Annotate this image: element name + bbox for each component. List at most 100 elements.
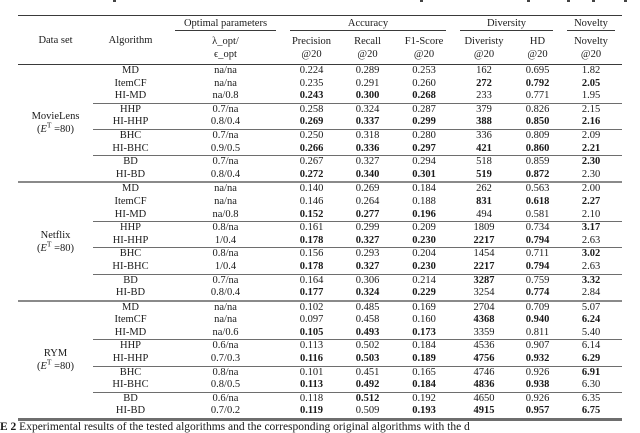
cell-f1-score: 0.188 — [412, 195, 436, 207]
table-row: ItemCF na/na 0.097 0.458 0.160 4368 0.940 6.24 — [18, 314, 622, 327]
cell-precision: 0.116 — [299, 353, 324, 365]
cell-recall: 0.337 — [355, 116, 380, 128]
cell-algorithm: HHP — [93, 221, 168, 235]
cell-recall: 0.502 — [340, 339, 395, 354]
cell-novelty: 5.07 — [560, 299, 623, 315]
cell-novelty: 6.91 — [560, 365, 623, 380]
cell-precision: 0.250 — [283, 128, 340, 143]
cell-f1-score: 0.294 — [395, 155, 453, 169]
cell-params: 1/0.4 — [214, 260, 237, 272]
cell-hd: 0.957 — [525, 405, 550, 417]
cell-params: 0.8/na — [168, 221, 283, 235]
table-row: BD 0.6/na 0.118 0.512 0.192 4650 0.926 6.35 — [18, 391, 623, 406]
cell-recall: 0.277 — [355, 208, 380, 220]
cell-novelty: 3.32 — [560, 273, 623, 288]
table-row: ItemCF na/na 0.146 0.264 0.188 831 0.618 2.27 — [18, 196, 622, 209]
cell-precision: 0.272 — [299, 168, 324, 180]
cell-diversity: 2217 — [473, 234, 495, 246]
cell-hd: 0.811 — [525, 326, 550, 338]
cell-recall: 0.327 — [355, 260, 380, 272]
cell-f1-score: 0.253 — [412, 65, 436, 76]
cell-diversity: 1809 — [453, 221, 515, 235]
cell-f1-score: 0.184 — [395, 339, 453, 354]
dataset-condition: (ET =80) — [36, 120, 75, 136]
cell-params: na/na — [168, 181, 283, 196]
cell-recall: 0.300 — [355, 90, 380, 102]
cell-precision: 0.097 — [299, 314, 324, 326]
cell-novelty: 2.84 — [581, 287, 601, 299]
cell-hd: 0.734 — [515, 221, 561, 235]
cell-recall: 0.493 — [355, 326, 380, 338]
table-row: BHC 0.7/na 0.250 0.318 0.280 336 0.809 2.09 — [18, 128, 623, 143]
cell-novelty: 2.15 — [560, 102, 623, 117]
table-row: MovieLens (ET =80) MD na/na 0.224 0.289 0.253 1… — [18, 65, 622, 135]
dataset-section-movielens: MovieLens (ET =80) MD na/na 0.224 0.289 0.253 1… — [18, 65, 623, 183]
cell-hd: 0.850 — [525, 116, 550, 128]
cell-precision: 0.224 — [299, 65, 324, 76]
cell-f1-score: 0.260 — [412, 77, 436, 89]
cell-algorithm: HI-BD — [115, 405, 146, 417]
cell-f1-score: 0.160 — [412, 314, 436, 326]
cell-hd: 0.709 — [515, 299, 561, 315]
cell-recall: 0.503 — [355, 353, 380, 365]
group-header-accuracy: Accuracy — [283, 16, 453, 34]
cell-recall: 0.340 — [355, 168, 380, 180]
cell-novelty: 2.09 — [560, 128, 623, 143]
cell-diversity: 4368 — [473, 314, 495, 326]
cell-params: 0.8/0.4 — [210, 287, 241, 299]
cell-diversity: 388 — [476, 116, 492, 128]
cell-novelty: 6.75 — [581, 405, 601, 417]
cell-algorithm: HI-HHP — [112, 353, 149, 365]
group-header-optimal-parameters: Optimal parameters — [168, 16, 283, 34]
table-row: HI-HHP 0.7/0.3 0.116 0.503 0.189 4756 0.932 6.2… — [18, 353, 622, 366]
col-header-hd: HD @20 — [515, 33, 561, 65]
table-row: HI-BD 0.7/0.2 0.119 0.509 0.193 4915 0.957 6.75 — [18, 405, 622, 419]
cell-precision: 0.152 — [299, 208, 324, 220]
cell-hd: 0.695 — [525, 65, 550, 76]
cell-algorithm: HI-BHC — [112, 142, 149, 154]
cell-hd: 0.926 — [515, 391, 561, 406]
cell-precision: 0.140 — [283, 181, 340, 196]
cell-params: na/0.6 — [212, 326, 239, 338]
table-row: Netflix (ET =80) MD na/na 0.140 0.269 0.184 262… — [18, 181, 623, 301]
cell-novelty: 2.30 — [581, 168, 601, 180]
cell-recall: 0.306 — [340, 273, 395, 288]
cell-recall: 0.289 — [355, 65, 380, 76]
cell-diversity: 4836 — [473, 379, 495, 391]
table-row: HI-MD na/0.8 0.243 0.300 0.268 233 0.771 1.95 — [18, 90, 622, 103]
cell-recall: 0.512 — [340, 391, 395, 406]
cell-algorithm: BD — [93, 155, 168, 169]
cell-algorithm: HI-BHC — [112, 260, 149, 272]
cell-f1-score: 0.230 — [412, 234, 436, 246]
dataset-section-netflix: Netflix (ET =80) MD na/na 0.140 0.269 0.184 262… — [18, 181, 623, 301]
cell-precision: 0.146 — [299, 195, 324, 207]
cell-recall: 0.324 — [340, 102, 395, 117]
cell-diversity: 4536 — [453, 339, 515, 354]
cell-precision: 0.243 — [299, 90, 324, 102]
dataset-label: Netflix (ET =80) — [18, 181, 93, 301]
cell-diversity: 2217 — [473, 260, 495, 272]
cell-precision: 0.161 — [283, 221, 340, 235]
cell-precision: 0.177 — [299, 287, 324, 299]
cell-novelty: 1.95 — [581, 90, 601, 102]
cell-f1-score: 0.229 — [412, 287, 436, 299]
cropped-text-fragment — [527, 0, 530, 2]
cell-algorithm: HI-HHP — [112, 116, 149, 128]
col-header-recall: Recall @20 — [340, 33, 395, 65]
cell-recall: 0.324 — [355, 287, 380, 299]
cell-recall: 0.509 — [355, 405, 380, 417]
cell-algorithm: MD — [93, 181, 168, 196]
caption-label: E 2 — [0, 421, 17, 433]
cell-params: 0.8/na — [168, 365, 283, 380]
table-row: HI-BD 0.8/0.4 0.177 0.324 0.229 3254 0.774 2.84 — [18, 287, 622, 301]
col-header-f1-score: F1-Score @20 — [395, 33, 453, 65]
cell-novelty: 2.63 — [581, 260, 601, 272]
cell-recall: 0.458 — [355, 314, 380, 326]
cell-params: 0.9/0.5 — [210, 142, 241, 154]
cell-novelty: 6.14 — [560, 339, 623, 354]
cell-recall: 0.269 — [340, 181, 395, 196]
dataset-name: MovieLens — [31, 111, 80, 123]
cell-novelty: 1.82 — [581, 65, 601, 76]
cell-algorithm: HI-HHP — [112, 234, 149, 246]
cell-novelty: 3.17 — [560, 221, 623, 235]
